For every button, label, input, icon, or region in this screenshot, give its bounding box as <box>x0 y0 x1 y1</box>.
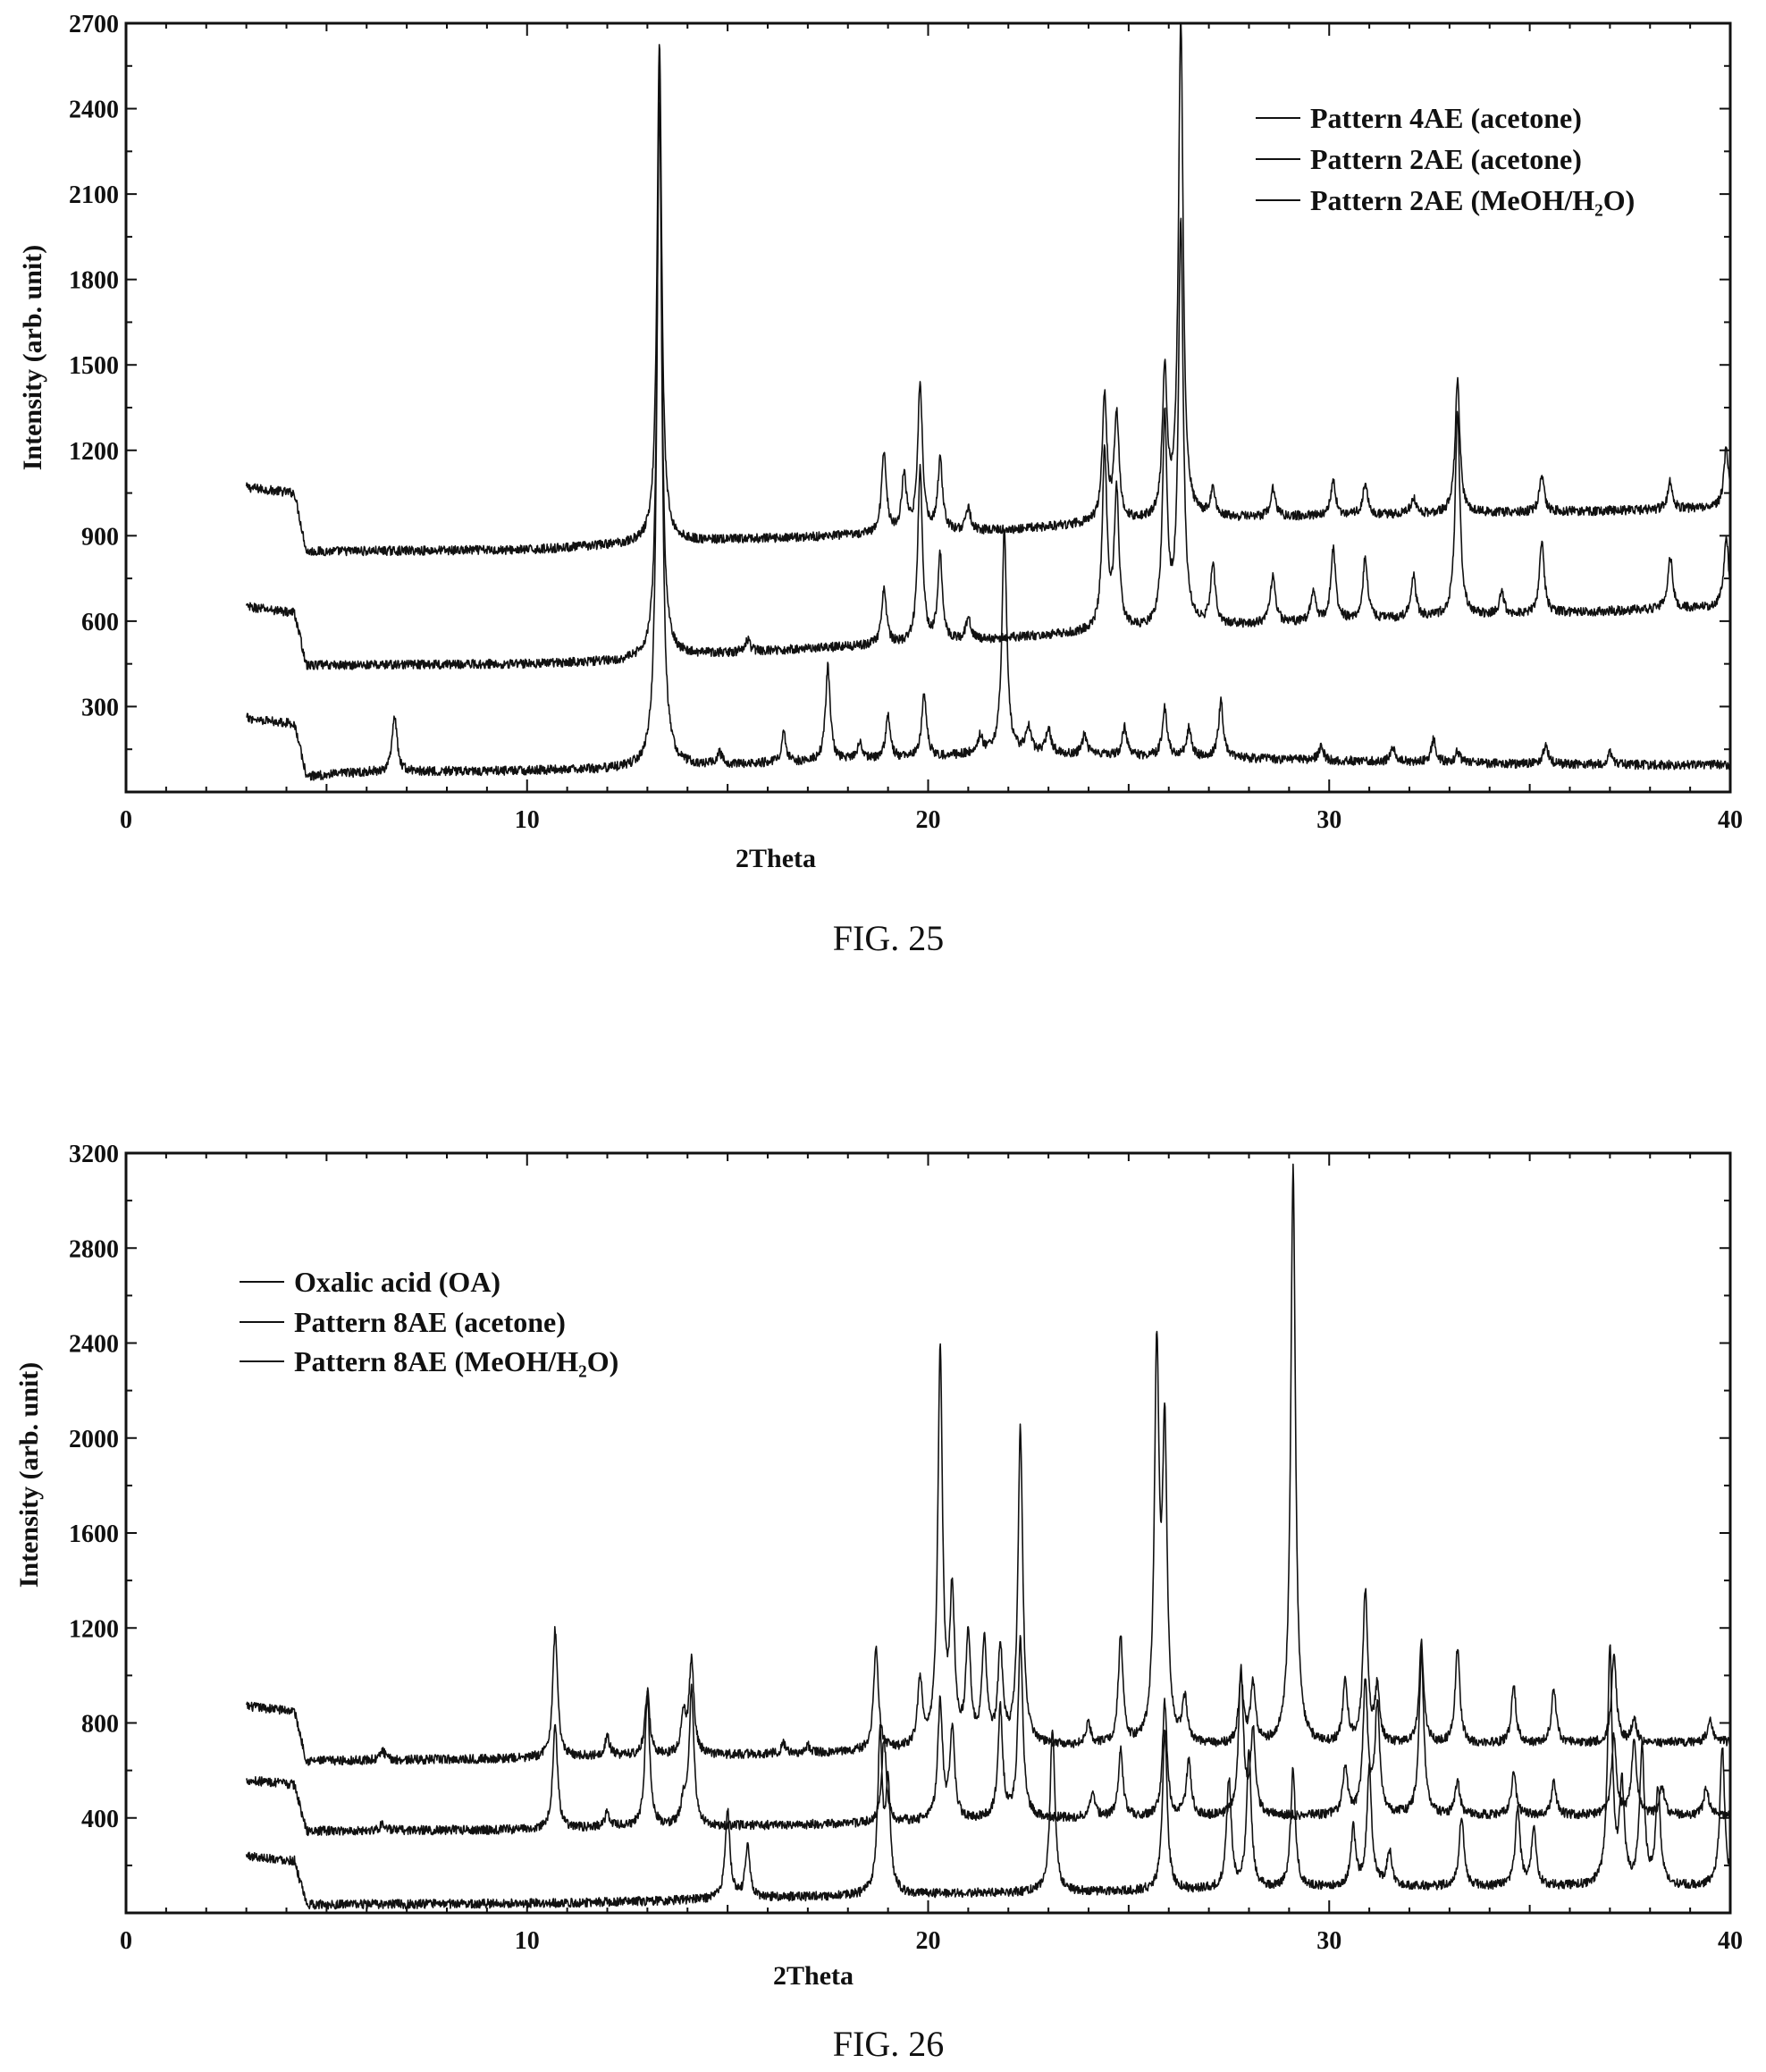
legend-label: Pattern 2AE (acetone) <box>1310 143 1582 175</box>
figure-caption: FIG. 26 <box>833 2024 944 2064</box>
y-tick-label: 2700 <box>69 11 119 38</box>
chart-fig-25: 300 600 900 1200 1500 1800 2100 2400 2700 0 10 20 3… <box>18 11 1743 958</box>
y-tick-label: 600 <box>81 609 119 636</box>
y-tick-label: 1200 <box>69 438 119 466</box>
y-tick-label: 900 <box>81 523 119 551</box>
x-tick-label: 30 <box>1316 1927 1341 1955</box>
y-tick-label: 1600 <box>69 1520 119 1548</box>
y-tick-label: 2400 <box>69 1331 119 1359</box>
legend-label: Pattern 4AE (acetone) <box>1310 102 1582 134</box>
series-line-1 <box>245 1163 1731 1766</box>
x-tick-label: 40 <box>1718 1927 1743 1955</box>
legend-label: Pattern 8AE (acetone) <box>294 1306 566 1338</box>
legend-label: Pattern 8AE (MeOH/H₂O) <box>294 1345 618 1377</box>
series-line-2 <box>245 102 1731 670</box>
x-axis-ticks: 0 10 20 30 40 <box>120 23 1743 834</box>
x-tick-label: 40 <box>1718 806 1743 834</box>
y-tick-label: 2100 <box>69 181 119 209</box>
x-axis-ticks: 0 10 20 30 40 <box>120 1153 1743 1955</box>
series-lines <box>245 1163 1731 1910</box>
y-axis-title: Intensity (arb. unit) <box>18 245 47 471</box>
plot-frame <box>124 21 1732 794</box>
y-tick-label: 2800 <box>69 1235 119 1263</box>
figure-caption: FIG. 25 <box>833 918 944 958</box>
x-tick-label: 10 <box>515 1927 540 1955</box>
x-tick-label: 0 <box>120 806 132 834</box>
x-axis-title: 2Theta <box>736 844 816 873</box>
x-tick-label: 0 <box>120 1927 132 1955</box>
y-tick-label: 1500 <box>69 352 119 380</box>
legend-label: Oxalic acid (OA) <box>294 1266 500 1298</box>
series-line-3 <box>246 55 1731 781</box>
legend: Oxalic acid (OA) Pattern 8AE (acetone) P… <box>240 1266 618 1377</box>
x-tick-label: 20 <box>916 806 941 834</box>
x-tick-label: 20 <box>916 1927 941 1955</box>
series-line-1 <box>245 22 1731 557</box>
legend: Pattern 4AE (acetone) Pattern 2AE (aceto… <box>1256 102 1635 216</box>
legend-label: Pattern 2AE (MeOH/H₂O) <box>1310 184 1635 216</box>
series-line-3 <box>245 1644 1731 1910</box>
y-tick-label: 2000 <box>69 1426 119 1453</box>
x-tick-label: 10 <box>515 806 540 834</box>
y-axis-ticks: 400 800 1200 1600 2000 2400 2800 3200 <box>69 1141 1730 1914</box>
chart-fig-26: 400 800 1200 1600 2000 2400 2800 3200 0 10 20 30 40… <box>14 1141 1743 2064</box>
y-tick-label: 1200 <box>69 1615 119 1643</box>
series-lines <box>245 22 1731 781</box>
y-tick-label: 400 <box>81 1806 119 1833</box>
y-tick-label: 3200 <box>69 1141 119 1168</box>
y-axis-ticks: 300 600 900 1200 1500 1800 2100 2400 2700 <box>69 11 1730 793</box>
y-tick-label: 1800 <box>69 267 119 295</box>
y-tick-label: 800 <box>81 1711 119 1739</box>
x-axis-title: 2Theta <box>773 1961 854 1991</box>
y-tick-label: 2400 <box>69 97 119 124</box>
y-axis-title: Intensity (arb. unit) <box>14 1362 44 1588</box>
y-tick-label: 300 <box>81 694 119 721</box>
x-tick-label: 30 <box>1316 806 1341 834</box>
series-line-2 <box>245 1634 1731 1837</box>
